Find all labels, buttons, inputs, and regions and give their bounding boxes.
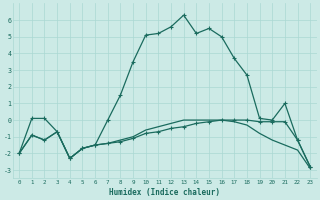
X-axis label: Humidex (Indice chaleur): Humidex (Indice chaleur) (109, 188, 220, 197)
